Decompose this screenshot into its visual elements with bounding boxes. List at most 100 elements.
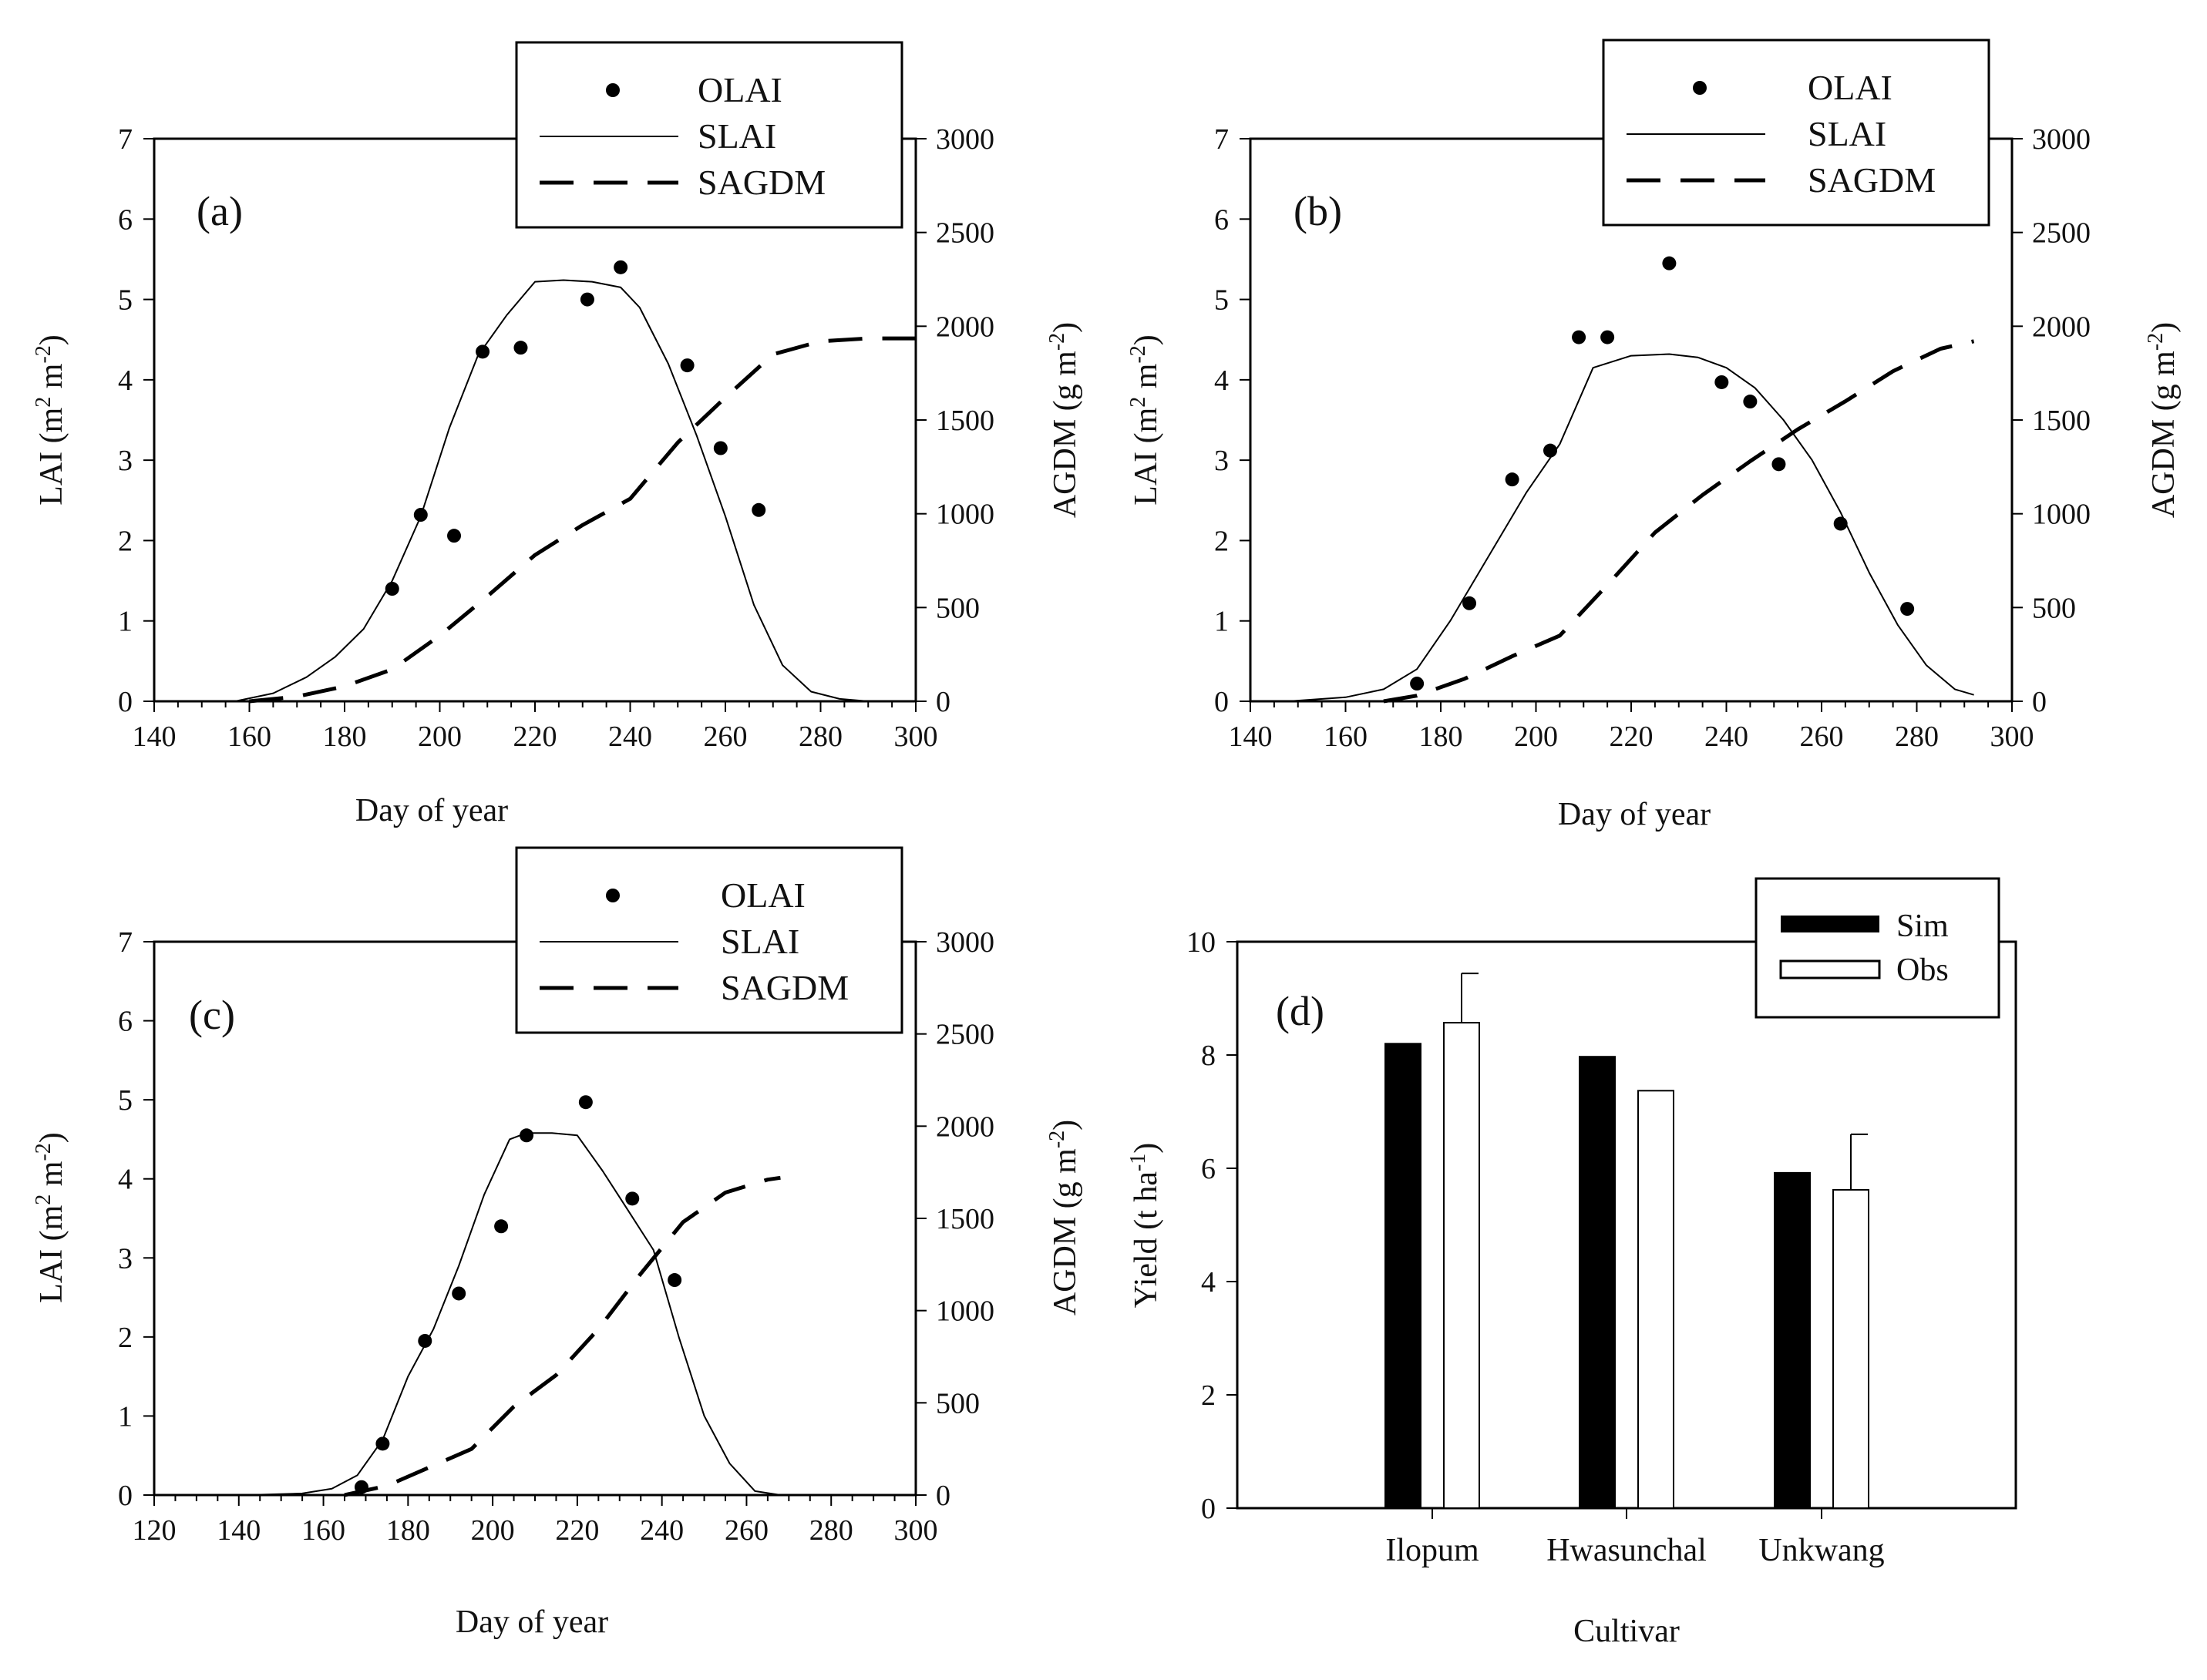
panel-a-ytick-label: 2: [118, 525, 133, 557]
panel-b-olai-point: [1410, 677, 1425, 691]
panel-c-xtick-label: 160: [301, 1514, 345, 1547]
panel-d-xlabel: Cultivar: [1573, 1614, 1680, 1649]
panel-c-ytick-label: 6: [118, 1006, 133, 1038]
panel-d-legend: Sim Obs: [1754, 877, 2000, 1019]
panel-a-xtick-label: 200: [418, 721, 462, 753]
panel-b-ytick-label: 4: [1214, 365, 1229, 397]
panel-a: 140 160 180 200 220 240 260 280 3000123456705001…: [32, 41, 1084, 828]
panel-d-ytick-label: 6: [1201, 1153, 1216, 1185]
panel-b-ytick-label: 7: [1214, 123, 1229, 156]
panel-c-xtick-label: 260: [725, 1514, 769, 1547]
panel-b-olai-point: [1662, 256, 1677, 270]
panel-b-legend: OLAI SLAI SAGDM: [1602, 39, 1990, 227]
panel-a-xtick-label: 180: [323, 721, 367, 753]
panel-a-sagdm-line: [249, 336, 916, 704]
panel-b-ytick-label: 1: [1214, 606, 1229, 638]
panel-a-legend-olai-marker: [606, 83, 620, 97]
panel-c-ytick-label: 5: [118, 1084, 133, 1117]
panel-d-ytick-label: 10: [1186, 926, 1216, 959]
panel-c-y2tick-label: 500: [936, 1387, 980, 1420]
panel-b-ytick-label: 5: [1214, 284, 1229, 317]
panel-c-olai-point: [668, 1273, 682, 1288]
panel-a-xtick-label: 300: [894, 721, 938, 753]
panel-a-y2label: AGDM (g m-2): [1045, 322, 1084, 518]
panel-a-marks: 140 160 180 200 220 240 260 280 3000123456705001…: [118, 123, 994, 753]
panel-b-legend-olai: OLAI: [1808, 68, 1892, 107]
panel-b-xtick-label: 220: [1610, 721, 1654, 753]
panel-b-y2tick-label: 1000: [2032, 499, 2091, 531]
panel-c-xtick-label: 180: [386, 1514, 430, 1547]
panel-b-legend-sagdm: SAGDM: [1808, 160, 1936, 200]
panel-b-xtick-label: 180: [1419, 721, 1463, 753]
panel-b-xtick-label: 300: [1990, 721, 2034, 753]
panel-a-ytick-label: 5: [118, 284, 133, 317]
panel-d-bar-sim: [1774, 1171, 1811, 1509]
panel-c-label: (c): [189, 992, 235, 1038]
panel-a-xtick-label: 160: [227, 721, 271, 753]
panel-c-y2tick-label: 2000: [936, 1110, 994, 1143]
panel-a-y2tick-label: 3000: [936, 123, 994, 156]
panel-b-legend-box: [1602, 39, 1990, 227]
panel-c-xlabel: Day of year: [456, 1604, 608, 1640]
panel-b-olai-point: [1771, 457, 1786, 472]
panel-a-y2tick-label: 2500: [936, 217, 994, 250]
panel-b-xtick-label: 140: [1229, 721, 1273, 753]
panel-a-ytick-label: 3: [118, 445, 133, 477]
panel-b-y2label: AGDM (g m-2): [2144, 322, 2182, 518]
panel-c-xtick-label: 140: [217, 1514, 261, 1547]
panel-d-ytick-label: 0: [1201, 1493, 1216, 1525]
panel-b-xtick-label: 260: [1800, 721, 1844, 753]
panel-d-legend-sim-swatch: [1781, 916, 1879, 932]
panel-b-y2tick-label: 2500: [2032, 217, 2091, 250]
panel-d-ylabel: Yield (t ha-1): [1126, 1143, 1165, 1309]
panel-b-y2tick-label: 500: [2032, 592, 2076, 624]
panel-c-legend-box: [515, 846, 903, 1034]
panel-a-slai-line: [234, 279, 916, 702]
panel-a-legend-sagdm: SAGDM: [698, 163, 826, 202]
panel-a-olai-point: [580, 292, 594, 307]
panel-a-legend-slai: SLAI: [698, 116, 776, 156]
panel-b-xtick-label: 280: [1895, 721, 1939, 753]
panel-a-legend-box: [515, 41, 903, 229]
panel-d-category-label: Ilopum: [1385, 1533, 1479, 1568]
panel-a-ytick-label: 0: [118, 686, 133, 718]
panel-b-ytick-label: 2: [1214, 525, 1229, 557]
panel-c-legend-sagdm: SAGDM: [721, 968, 849, 1007]
panel-d-label: (d): [1276, 988, 1324, 1034]
panel-b-xlabel: Day of year: [1558, 797, 1711, 832]
panel-c-olai-point: [578, 1095, 593, 1110]
panel-b-marks: 140 160 180 200 220 240 260 280 3000123456705001…: [1214, 123, 2091, 753]
panel-a-xtick-label: 240: [608, 721, 652, 753]
panel-d-bar-obs: [1443, 1022, 1480, 1509]
panel-a-xtick-label: 220: [513, 721, 557, 753]
panel-a-olai-point: [713, 441, 728, 455]
panel-d-category-label: Hwasunchal: [1546, 1533, 1707, 1568]
panel-c-ytick-label: 7: [118, 926, 133, 959]
panel-c-olai-point: [520, 1128, 534, 1143]
panel-c-y2tick-label: 2500: [936, 1019, 994, 1051]
panel-c-ytick-label: 0: [118, 1480, 133, 1512]
panel-d-marks: 0 2 4 6 8 10 Ilopum Hwasunchal Unkwang: [1186, 926, 1885, 1568]
panel-c-sagdm-line: [344, 1175, 781, 1497]
panel-b-ytick-label: 0: [1214, 686, 1229, 718]
panel-c-ylabel: LAI (m2 m-2): [32, 1132, 70, 1303]
panel-a-olai-point: [680, 358, 695, 373]
panel-a-xlabel: Day of year: [355, 793, 508, 828]
panel-c-marks: 120 140 160 180 200 220 240 260 280 3000123456705…: [118, 926, 994, 1547]
panel-c-olai-point: [375, 1436, 390, 1451]
panel-b-olai-point: [1743, 395, 1758, 409]
panel-c-ytick-label: 1: [118, 1400, 133, 1433]
panel-c-legend-slai: SLAI: [721, 922, 799, 961]
panel-d-legend-obs-swatch: [1779, 959, 1881, 979]
panel-b-olai-point: [1462, 596, 1477, 610]
panel-d-legend-sim: Sim: [1896, 909, 1949, 944]
panel-d-ytick-label: 8: [1201, 1040, 1216, 1072]
panel-b-xtick-label: 200: [1514, 721, 1558, 753]
panel-c-xtick-label: 220: [555, 1514, 599, 1547]
panel-d-bar-obs: [1832, 1188, 1869, 1510]
panel-b-olai-point: [1572, 330, 1586, 344]
panel-c-legend-olai: OLAI: [721, 875, 806, 915]
panel-c: 120 140 160 180 200 220 240 260 280 3000123456705…: [32, 846, 1083, 1640]
